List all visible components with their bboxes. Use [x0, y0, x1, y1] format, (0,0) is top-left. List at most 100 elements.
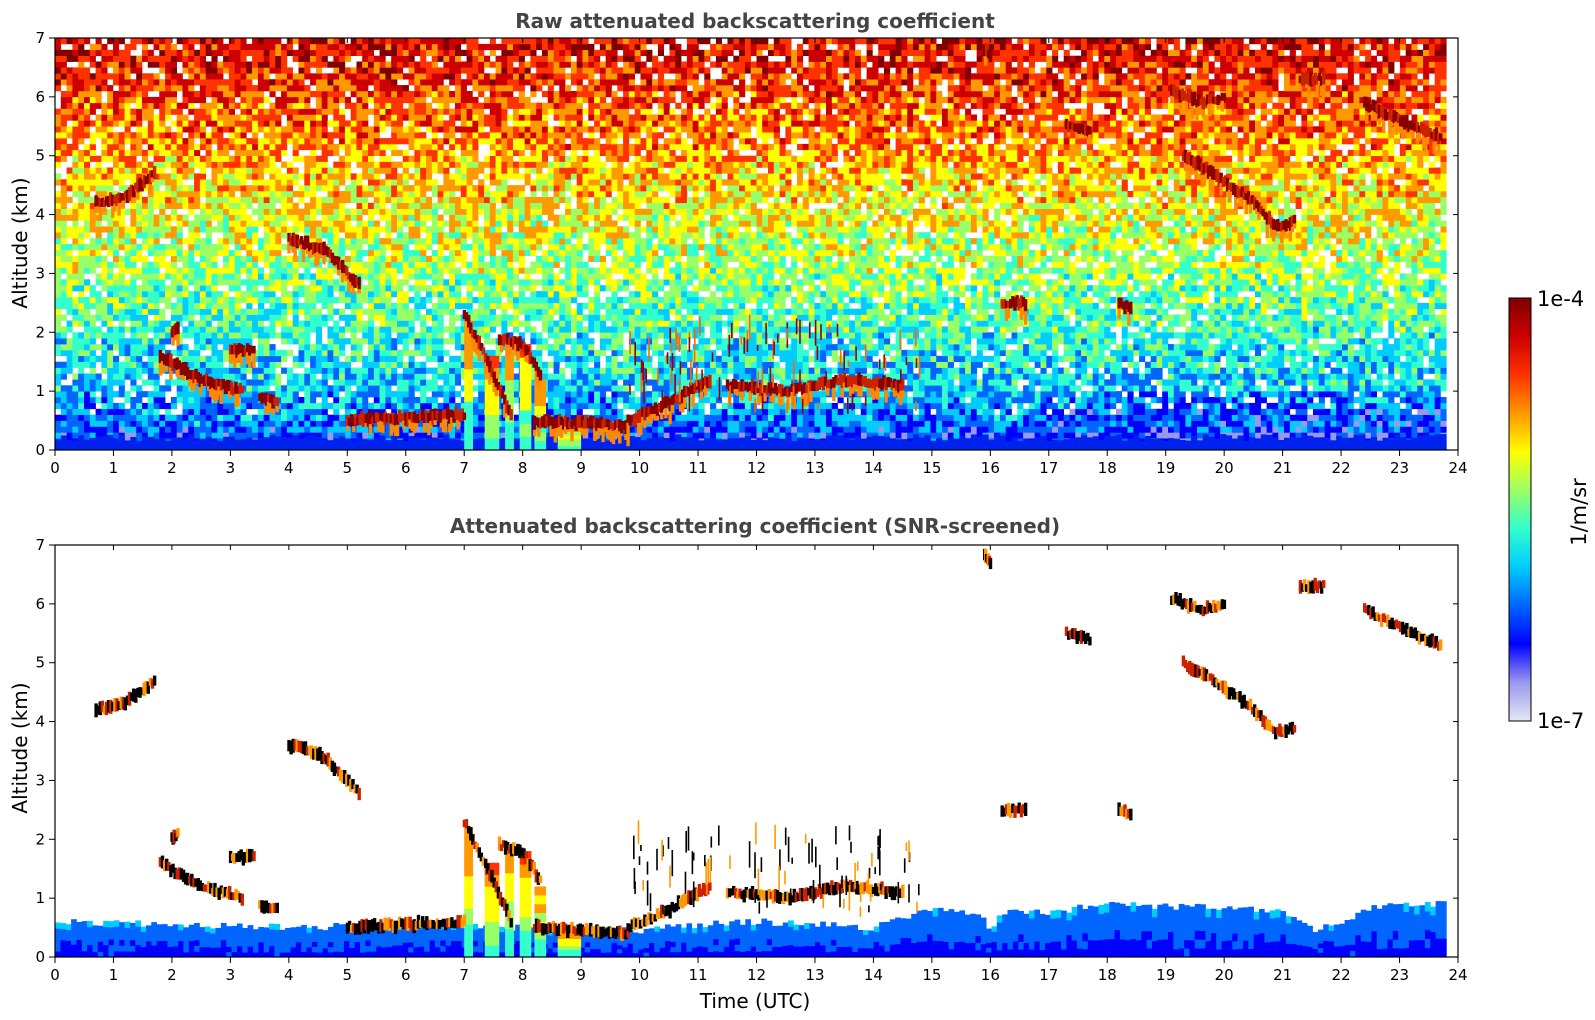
heat-cell — [333, 191, 340, 198]
heat-cell — [263, 261, 270, 268]
heat-cell — [78, 255, 85, 262]
heat-cell — [344, 261, 351, 268]
heat-cell — [310, 202, 317, 209]
heat-cell — [72, 38, 79, 45]
heat-cell — [101, 155, 108, 162]
heat-cell — [327, 91, 334, 98]
heat-cell — [275, 149, 282, 156]
heat-cell — [286, 391, 293, 398]
heat-cell — [507, 132, 514, 139]
heat-cell — [356, 344, 363, 351]
heat-cell — [223, 255, 230, 262]
heat-cell — [408, 61, 415, 68]
heat-cell — [379, 314, 386, 321]
heat-cell — [275, 238, 282, 245]
heat-cell — [310, 143, 317, 151]
heat-cell — [205, 208, 212, 215]
heat-cell — [263, 43, 270, 51]
heat-cell — [275, 320, 282, 327]
heat-cell — [373, 244, 380, 251]
heat-cell — [310, 220, 317, 227]
heat-cell — [513, 420, 520, 427]
heat-cell — [136, 161, 143, 168]
heat-cell — [350, 326, 357, 333]
heat-cell — [350, 38, 357, 45]
heat-cell — [333, 232, 340, 239]
heat-cell — [356, 402, 363, 410]
heat-cell — [333, 173, 340, 180]
heat-cell — [124, 49, 131, 56]
heat-cell — [188, 132, 195, 139]
heat-cell — [379, 367, 386, 374]
heat-cell — [466, 67, 473, 74]
heat-cell — [315, 114, 322, 121]
heat-cell — [182, 255, 189, 262]
heat-cell — [298, 320, 305, 327]
heat-cell — [397, 220, 404, 227]
heat-cell — [124, 249, 131, 257]
heat-cell — [269, 420, 276, 427]
heat-cell — [234, 38, 241, 45]
heat-cell — [478, 273, 485, 280]
heat-cell — [84, 279, 91, 286]
heat-cell — [257, 249, 264, 257]
heat-cell — [437, 261, 444, 268]
heat-cell — [217, 138, 224, 145]
heat-cell — [159, 326, 166, 333]
heat-cell — [327, 326, 334, 333]
heat-cell — [263, 232, 270, 239]
heat-cell — [84, 49, 91, 56]
heat-cell — [408, 143, 415, 151]
heat-cell — [107, 291, 114, 298]
heat-cell — [257, 102, 264, 109]
heat-cell — [205, 344, 212, 351]
heat-cell — [170, 314, 177, 321]
heat-cell — [228, 102, 235, 109]
heat-cell — [391, 73, 398, 80]
heat-cell — [321, 132, 328, 139]
heat-cell — [379, 79, 386, 86]
heat-cell — [449, 126, 456, 133]
heat-cell — [339, 238, 346, 245]
heat-cell — [478, 49, 485, 56]
heat-cell — [298, 132, 305, 139]
heat-cell — [373, 132, 380, 139]
heat-cell — [84, 155, 91, 162]
heat-cell — [495, 302, 502, 310]
heat-cell — [228, 96, 235, 104]
heat-cell — [489, 267, 496, 274]
heat-cell — [252, 402, 259, 410]
heat-cell — [402, 220, 409, 227]
heat-cell — [228, 85, 235, 92]
heat-cell — [72, 308, 79, 315]
heat-cell — [414, 308, 421, 315]
heat-cell — [292, 261, 299, 268]
heat-cell — [199, 285, 206, 292]
heat-cell — [66, 143, 73, 151]
heat-cell — [130, 402, 137, 410]
heat-cell — [84, 344, 91, 351]
heat-cell — [159, 85, 166, 92]
heat-cell — [55, 332, 62, 339]
heat-cell — [368, 149, 375, 156]
heat-cell — [402, 238, 409, 245]
heat-cell — [478, 185, 485, 192]
heat-cell — [455, 202, 462, 209]
heat-cell — [101, 132, 108, 139]
heat-cell — [472, 196, 479, 204]
heat-cell — [275, 179, 282, 186]
heat-cell — [379, 202, 386, 209]
heat-cell — [368, 402, 375, 410]
heat-cell — [292, 420, 299, 427]
heat-cell — [321, 85, 328, 92]
heat-cell — [228, 155, 235, 162]
heat-cell — [292, 414, 299, 421]
heat-cell — [72, 79, 79, 86]
heat-cell — [124, 96, 131, 104]
heat-cell — [211, 408, 218, 415]
heat-cell — [159, 349, 166, 357]
heat-cell — [223, 108, 230, 115]
heat-cell — [257, 143, 264, 151]
heat-cell — [362, 143, 369, 151]
heat-cell — [484, 173, 491, 180]
